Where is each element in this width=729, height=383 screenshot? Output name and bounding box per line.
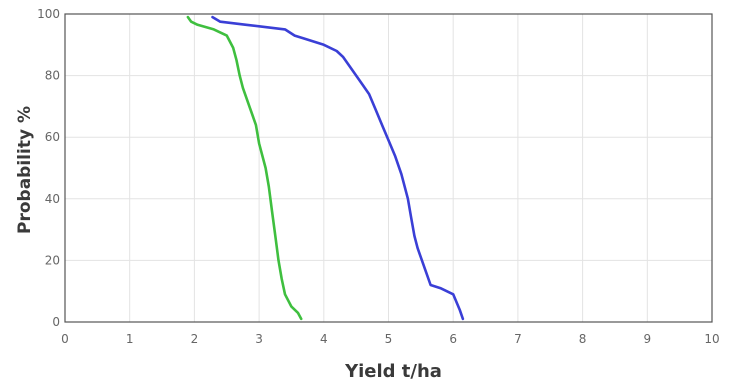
x-tick-label-8: 8	[579, 332, 587, 346]
gridlines	[64, 13, 713, 323]
x-tick-label-10: 10	[704, 332, 719, 346]
y-axis-title: Probability %	[15, 106, 35, 234]
x-axis-title: Yield t/ha	[344, 361, 442, 382]
y-axis-ticks: 0 20 40 60 80 100	[37, 7, 60, 329]
plot-frame	[64, 13, 713, 323]
y-tick-label-5: 100	[37, 7, 60, 21]
x-tick-label-1: 1	[126, 332, 134, 346]
series-line-1	[211, 15, 465, 321]
y-tick-label-1: 20	[45, 253, 60, 267]
y-tick-label-0: 0	[52, 315, 60, 329]
x-tick-label-4: 4	[320, 332, 328, 346]
x-tick-label-0: 0	[61, 332, 69, 346]
x-axis-ticks: 0 1 2 3 4 5 6 7 8 9 10	[61, 332, 719, 346]
x-tick-label-6: 6	[449, 332, 457, 346]
y-tick-label-3: 60	[45, 130, 60, 144]
x-tick-label-5: 5	[385, 332, 393, 346]
series-line-0	[186, 15, 303, 321]
x-tick-label-2: 2	[191, 332, 199, 346]
x-tick-label-7: 7	[514, 332, 522, 346]
series-lines	[186, 15, 465, 321]
x-tick-label-3: 3	[255, 332, 263, 346]
x-tick-label-9: 9	[643, 332, 651, 346]
y-tick-label-2: 40	[45, 192, 60, 206]
y-tick-label-4: 80	[45, 69, 60, 83]
